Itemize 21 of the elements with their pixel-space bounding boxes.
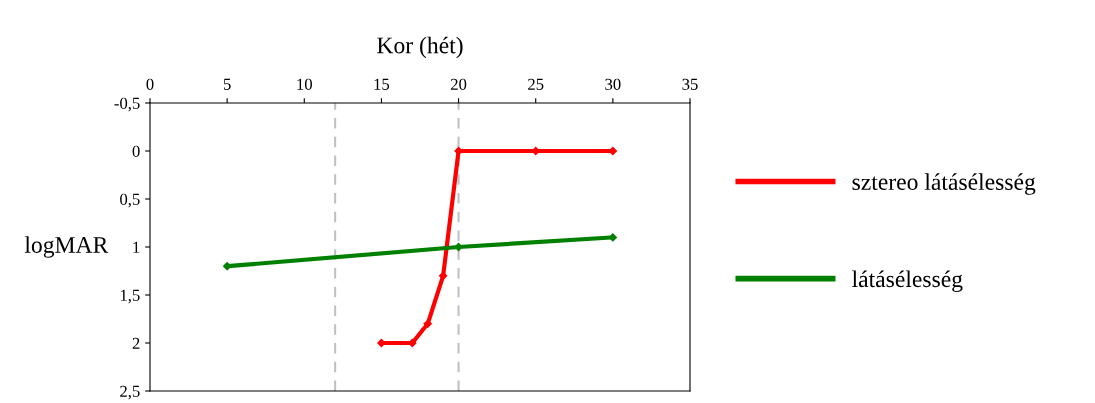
x-tick-label: 30: [605, 78, 621, 90]
y-tick-label: 2: [132, 337, 140, 349]
y-tick-label: 0,5: [120, 193, 140, 208]
x-tick-label: 5: [223, 78, 231, 90]
x-tick-label: 20: [450, 78, 467, 90]
y-tick-label: 1: [133, 241, 140, 253]
y-axis-title: logMAR: [24, 236, 109, 258]
legend-label: sztereo látásélesség: [852, 173, 1036, 195]
x-tick-label: 35: [682, 78, 698, 90]
legend-label: látásélesség: [852, 270, 963, 292]
y-tick-label: 2,5: [120, 385, 140, 400]
point: [439, 271, 448, 280]
x-tick-label: 10: [297, 78, 312, 90]
x-tick-label: 25: [528, 78, 544, 90]
x-axis-title: Kor (hét): [377, 36, 463, 59]
point: [423, 319, 432, 328]
x-tick-label: 0: [146, 78, 154, 90]
y-tick-label: 1,5: [120, 289, 140, 304]
y-tick-label: 0: [132, 145, 140, 157]
x-tick-label: 15: [374, 78, 390, 90]
y-tick-label: -0,5: [114, 97, 140, 112]
